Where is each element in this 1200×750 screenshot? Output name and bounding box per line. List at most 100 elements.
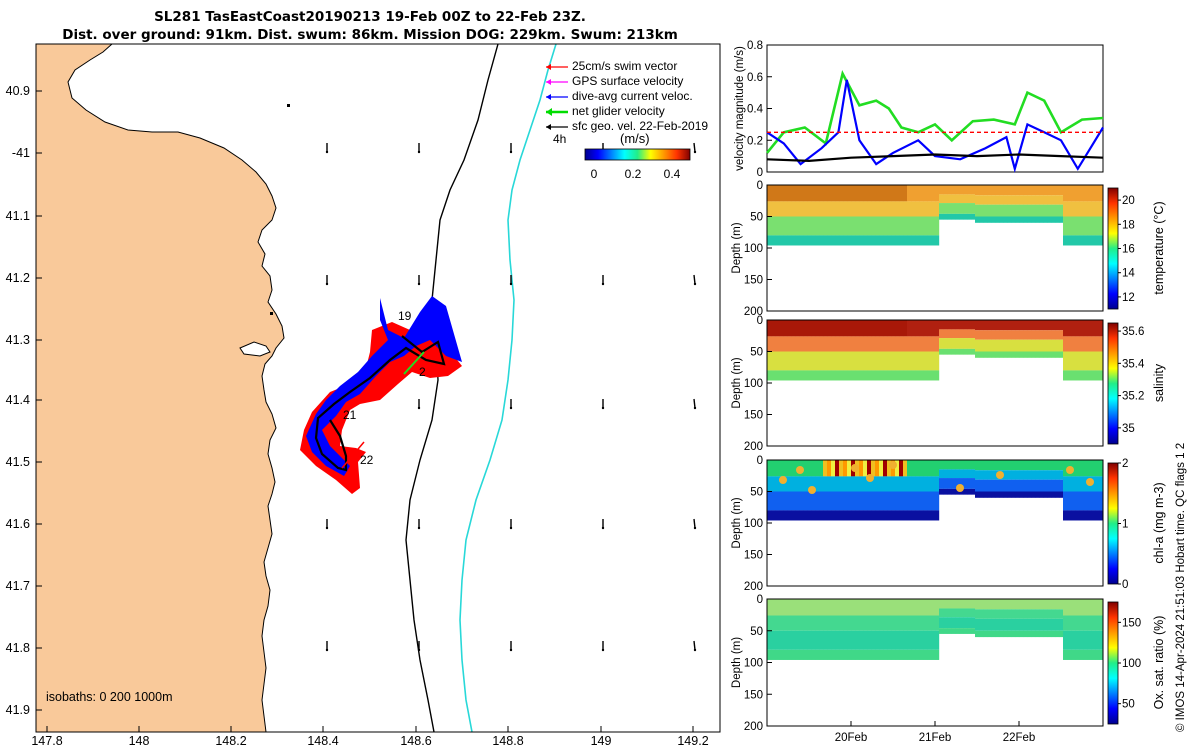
- isobaths-label: isobaths: 0 200 1000m: [46, 690, 172, 704]
- colorbar-tick-label: 35.4: [1122, 358, 1145, 370]
- geo-vector-arrow: [601, 641, 605, 652]
- lon-tick-label: 149.2: [677, 734, 708, 748]
- oxygen-panel: 0 50 100 150 200 Depth (m) 50 100 150 Ox. sat. ra…: [731, 594, 1166, 733]
- lon-tick-label: 149: [591, 734, 612, 748]
- svg-text:dive-avg current veloc.: dive-avg current veloc.: [572, 89, 693, 103]
- map-frame: [35, 43, 721, 733]
- velocity-ytick-label: 0.6: [747, 72, 763, 84]
- velocity-ytick-label: 0: [757, 167, 763, 179]
- depth-tick-label: 200: [744, 581, 763, 593]
- depth-tick-label: 200: [744, 721, 763, 733]
- islet: [287, 104, 290, 107]
- islet: [270, 312, 273, 315]
- chl-hotspot: [996, 471, 1004, 479]
- lat-tick-label: 41.8: [6, 641, 30, 655]
- legend-item-geo: sfc geo. vel. 22-Feb-2019: [546, 119, 708, 133]
- colorbar-tick-label: 35: [1122, 423, 1135, 435]
- svg-text:25cm/s swim vector: 25cm/s swim vector: [572, 59, 677, 73]
- lat-tick-label: 41.4: [6, 393, 30, 407]
- date-tick-label: 21Feb: [919, 732, 952, 744]
- geo-vector-arrow: [417, 641, 421, 652]
- geo-vector-arrow: [509, 641, 513, 652]
- lat-tick-label: -41: [12, 146, 30, 160]
- speed-tick: 0.2: [625, 167, 642, 181]
- colorbar-label: Ox. sat. ratio (%): [1152, 616, 1166, 710]
- colorbar-tick-label: 1: [1122, 519, 1128, 531]
- chl-hotspot: [866, 474, 874, 482]
- lon-tick-label: 148.2: [215, 734, 246, 748]
- date-tick-label: 22Feb: [1003, 732, 1036, 744]
- speed-tick: 0.4: [664, 167, 681, 181]
- colorbar-tick-label: 16: [1122, 244, 1135, 256]
- lat-tick-label: 41.9: [6, 703, 30, 717]
- lat-tick-label: 41.3: [6, 333, 30, 347]
- timestamp-label: 4h: [553, 132, 566, 146]
- colorbar-tick-label: 0: [1122, 579, 1128, 591]
- speed-colorbar-title: (m/s): [620, 131, 650, 146]
- depth-tick-label: 50: [750, 347, 763, 359]
- depth-ylabel: Depth (m): [731, 222, 743, 273]
- colorbar-tick-label: 2: [1122, 458, 1128, 470]
- salinity-panel: 0 50 100 150 200 Depth (m) 35 35.2 35.4 35.6 salin…: [731, 315, 1166, 453]
- lat-tick-label: 41.6: [6, 517, 30, 531]
- oxygen-colorbar: [1107, 601, 1119, 725]
- colorbar-label: chl-a (mg m-3): [1152, 482, 1166, 563]
- chl-hotspot: [808, 486, 816, 494]
- temperature-panel: 0 50 100 150 200 Depth (m) 12 14 16 18 20 temperatu…: [731, 180, 1166, 318]
- colorbar-tick-label: 50: [1122, 699, 1135, 711]
- geo-vector-arrow: [601, 399, 605, 410]
- track-line: [314, 335, 446, 472]
- colorbar-tick-label: 14: [1122, 268, 1135, 280]
- depth-tick-label: 100: [744, 658, 763, 670]
- geo-vector-arrow: [693, 142, 697, 154]
- glider-track: [300, 296, 462, 494]
- velocity-series-line: [766, 79, 1104, 173]
- colorbar-label: temperature (°C): [1152, 201, 1166, 294]
- velocity-ytick-label: 0.2: [747, 135, 763, 147]
- geo-vector-arrow: [325, 143, 329, 154]
- lon-tick-label: 147.8: [31, 734, 62, 748]
- lat-tick-label: 40.9: [6, 84, 30, 98]
- colorbar-tick-label: 35.6: [1122, 326, 1144, 338]
- depth-tick-label: 100: [744, 518, 763, 530]
- date-tick-label: 20Feb: [835, 732, 868, 744]
- depth-tick-label: 0: [757, 594, 763, 606]
- depth-tick-label: 0: [757, 315, 763, 327]
- geo-vector-arrow: [325, 519, 329, 530]
- depth-tick-label: 150: [744, 410, 763, 422]
- day-label-20: 2: [419, 365, 426, 379]
- geo-vector-arrow: [417, 143, 421, 154]
- lat-tick-label: 41.2: [6, 271, 30, 285]
- depth-tick-label: 50: [750, 212, 763, 224]
- colorbar-tick-label: 20: [1122, 195, 1135, 207]
- isobath-200m: [459, 44, 557, 732]
- geo-vector-arrow: [693, 518, 697, 530]
- tasmania-land: [36, 44, 285, 732]
- legend-item-net: net glider velocity: [546, 104, 665, 118]
- lon-tick-label: 148.8: [492, 734, 523, 748]
- geo-vector-arrow: [693, 640, 697, 652]
- colorbar-tick-label: 12: [1122, 292, 1135, 304]
- speed-tick: 0: [591, 167, 598, 181]
- swim-vector-swath: [300, 322, 462, 494]
- svg-text:net glider velocity: net glider velocity: [572, 104, 665, 118]
- day-label-21: 21: [343, 408, 357, 422]
- chl-a-colorbar: [1107, 462, 1119, 585]
- map-panel: 147.8 148 148.2 148.4 148.6 148.8 149 149.2 40.9…: [6, 43, 721, 748]
- geo-vector-arrow: [509, 519, 513, 530]
- depth-tick-label: 150: [744, 689, 763, 701]
- geo-vector-arrow: [417, 519, 421, 530]
- bay-inlet: [239, 341, 271, 357]
- legend-item-dive-avg: dive-avg current veloc.: [546, 89, 693, 103]
- swim-arrow: [341, 441, 365, 469]
- isobath-1000m: [405, 44, 499, 732]
- depth-tick-label: 200: [744, 441, 763, 453]
- geo-vector-arrow: [509, 275, 513, 286]
- depth-ylabel: Depth (m): [731, 637, 743, 688]
- chl-hotspot: [956, 484, 964, 492]
- depth-tick-label: 0: [757, 455, 763, 467]
- depth-tick-label: 50: [750, 626, 763, 638]
- colorbar-label: salinity: [1152, 363, 1166, 402]
- depth-ylabel: Depth (m): [731, 357, 743, 408]
- geo-vector-arrow: [509, 143, 513, 154]
